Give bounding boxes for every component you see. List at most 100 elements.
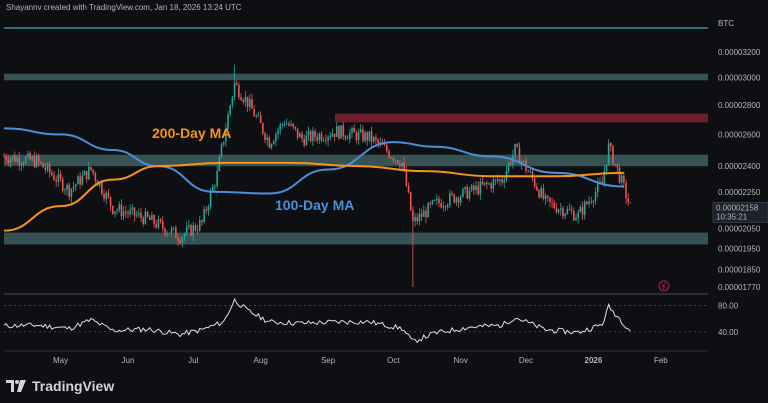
candle-body <box>396 159 399 164</box>
candle-body <box>209 191 212 207</box>
candle-body <box>116 210 118 212</box>
candle-body <box>516 144 519 147</box>
countdown-label: 10:35:21 <box>716 212 748 221</box>
rsi-tick-label: 40.00 <box>718 328 739 337</box>
candle-body <box>229 105 231 115</box>
candle-body <box>533 178 536 187</box>
ma100-annotation: 100-Day MA <box>275 197 354 213</box>
candle-body <box>259 115 262 124</box>
candle-body <box>616 164 619 168</box>
candle-body <box>129 209 131 215</box>
candle-body <box>540 188 543 198</box>
candle-body <box>305 135 308 146</box>
candle-body <box>7 160 10 163</box>
candle-body <box>227 114 229 129</box>
candle-body <box>14 155 16 162</box>
candle-body <box>555 207 558 213</box>
candle-body <box>486 182 488 185</box>
candle-body <box>581 207 584 215</box>
candle-body <box>157 219 160 228</box>
candle-body <box>407 185 410 193</box>
candle-body <box>29 153 31 160</box>
candle-body <box>127 212 129 215</box>
candle-body <box>457 197 460 203</box>
candle-body <box>496 179 499 182</box>
candle-body <box>523 160 525 162</box>
candle-body <box>233 83 236 98</box>
candle-body <box>77 176 79 185</box>
candle-body <box>401 162 403 167</box>
candle-body <box>257 115 260 117</box>
candle-body <box>190 224 192 236</box>
resistance-zone <box>335 113 708 123</box>
candle-body <box>440 203 442 208</box>
last-price-box <box>712 202 768 223</box>
candle-body <box>314 131 316 138</box>
candle-body <box>303 139 305 146</box>
candle-body <box>588 201 590 204</box>
candle-body <box>546 195 549 198</box>
candle-body <box>222 141 225 145</box>
candle-body <box>405 169 408 186</box>
candle-body <box>266 137 268 140</box>
candle-body <box>294 126 297 129</box>
candle-body <box>353 128 355 133</box>
candle-body <box>468 190 471 199</box>
candle-body <box>40 161 42 163</box>
candle-body <box>109 196 112 206</box>
candle-body <box>66 184 68 191</box>
time-tick-label: 2026 <box>585 356 603 365</box>
candle-body <box>553 202 556 208</box>
candle-body <box>422 210 425 217</box>
candle-body <box>612 146 614 165</box>
candle-body <box>246 96 249 107</box>
candle-body <box>296 128 299 138</box>
time-tick-label: Jul <box>188 356 198 365</box>
candle-body <box>172 227 175 229</box>
candle-body <box>272 141 275 144</box>
candle-body <box>120 204 123 217</box>
candle-body <box>551 201 553 203</box>
candle-body <box>351 128 353 133</box>
candle-body <box>92 169 94 174</box>
candle-body <box>603 171 606 183</box>
candle-body <box>605 164 608 172</box>
candle-body <box>68 184 71 197</box>
candle-body <box>183 233 186 238</box>
symbol-label: BTC <box>718 19 734 28</box>
candle-body <box>368 131 371 141</box>
candle-body <box>379 142 382 144</box>
candle-body <box>383 144 386 146</box>
candle-body <box>11 155 14 159</box>
candle-body <box>592 201 595 203</box>
candle-body <box>455 197 458 203</box>
candle-body <box>138 212 140 215</box>
candle-body <box>386 145 388 152</box>
candle-body <box>483 182 486 185</box>
candle-body <box>101 182 103 194</box>
candle-body <box>359 129 362 132</box>
time-tick-label: Jun <box>122 356 135 365</box>
candle-body <box>573 211 575 221</box>
time-tick-label: Dec <box>519 356 533 365</box>
candle-body <box>207 206 210 211</box>
candle-body <box>238 84 240 98</box>
candle-body <box>98 182 101 186</box>
tradingview-footer[interactable]: TradingView <box>6 378 114 394</box>
candle-body <box>499 179 501 182</box>
ma200-line <box>3 161 624 232</box>
candle-body <box>16 157 18 162</box>
candle-body <box>253 108 255 117</box>
price-tick-label: 0.00002050 <box>718 225 761 234</box>
candle-body <box>133 207 136 216</box>
chart-header: Shayannv created with TradingView.com, J… <box>6 3 242 12</box>
candle-body <box>414 217 416 222</box>
candle-body <box>251 99 253 109</box>
candle-body <box>235 83 238 85</box>
candle-body <box>412 210 414 222</box>
candle-body <box>218 157 221 172</box>
candle-body <box>614 164 616 165</box>
candle-body <box>320 133 323 141</box>
candle-body <box>627 198 630 203</box>
